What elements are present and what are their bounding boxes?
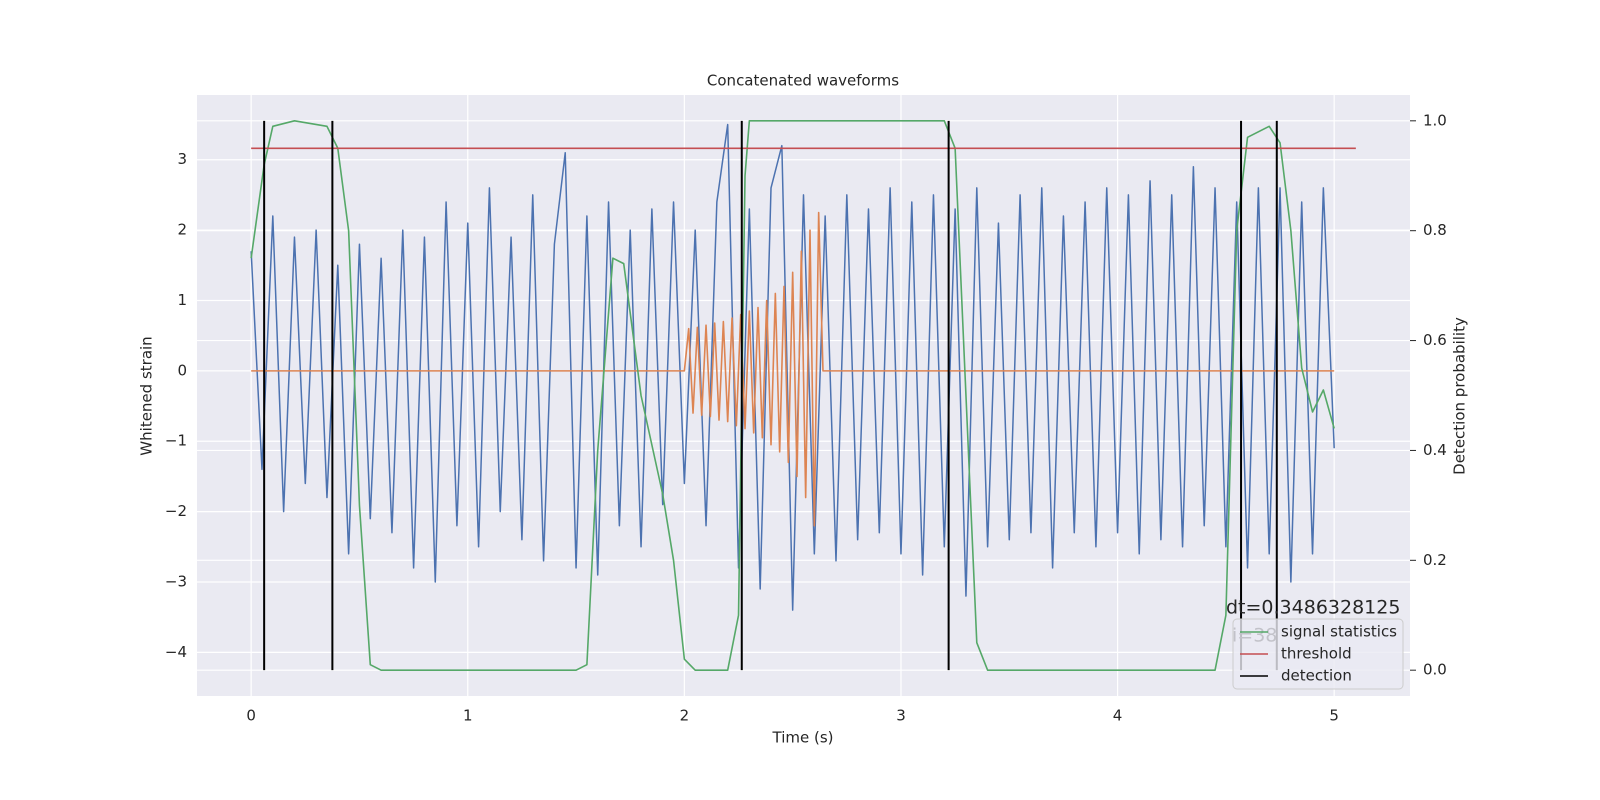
y2-tick-label: 0.0 <box>1423 661 1447 679</box>
y-axis-label: Whitened strain <box>138 336 156 455</box>
x-tick-label: 3 <box>896 707 906 725</box>
y2-tick-label: 0.2 <box>1423 551 1447 569</box>
y-tick-label: −3 <box>165 572 187 590</box>
y-tick-label: −2 <box>165 502 187 520</box>
series-line <box>250 123 1335 611</box>
y-tick-label: 3 <box>177 150 187 168</box>
y-tick-label: 2 <box>177 221 187 239</box>
y2-axis-label: Detection probability <box>1451 317 1469 475</box>
x-tick-label: 5 <box>1329 707 1339 725</box>
x-tick-label: 4 <box>1113 707 1123 725</box>
y2-tick-label: 0.6 <box>1423 331 1447 349</box>
x-tick-label: 0 <box>246 707 256 725</box>
series-line <box>250 120 1335 671</box>
y-tick-label: 0 <box>177 361 187 379</box>
legend-label: signal statistics <box>1281 623 1397 641</box>
legend-box <box>1232 618 1404 690</box>
annotation: dt=0.3486328125 <box>1226 597 1400 619</box>
y-tick-label: −1 <box>165 432 187 450</box>
y2-tick-label: 1.0 <box>1423 111 1447 129</box>
x-tick-label: 2 <box>680 707 690 725</box>
x-tick-label: 1 <box>463 707 473 725</box>
legend-label: detection <box>1281 667 1352 685</box>
y-tick-label: −4 <box>165 643 187 661</box>
x-axis-label: Time (s) <box>772 729 834 747</box>
y-tick-label: 1 <box>177 291 187 309</box>
chart-title: Concatenated waveforms <box>707 72 899 90</box>
series-line <box>251 211 1335 527</box>
y2-tick-label: 0.4 <box>1423 441 1447 459</box>
legend-label: threshold <box>1281 645 1352 663</box>
y2-tick-label: 0.8 <box>1423 221 1447 239</box>
